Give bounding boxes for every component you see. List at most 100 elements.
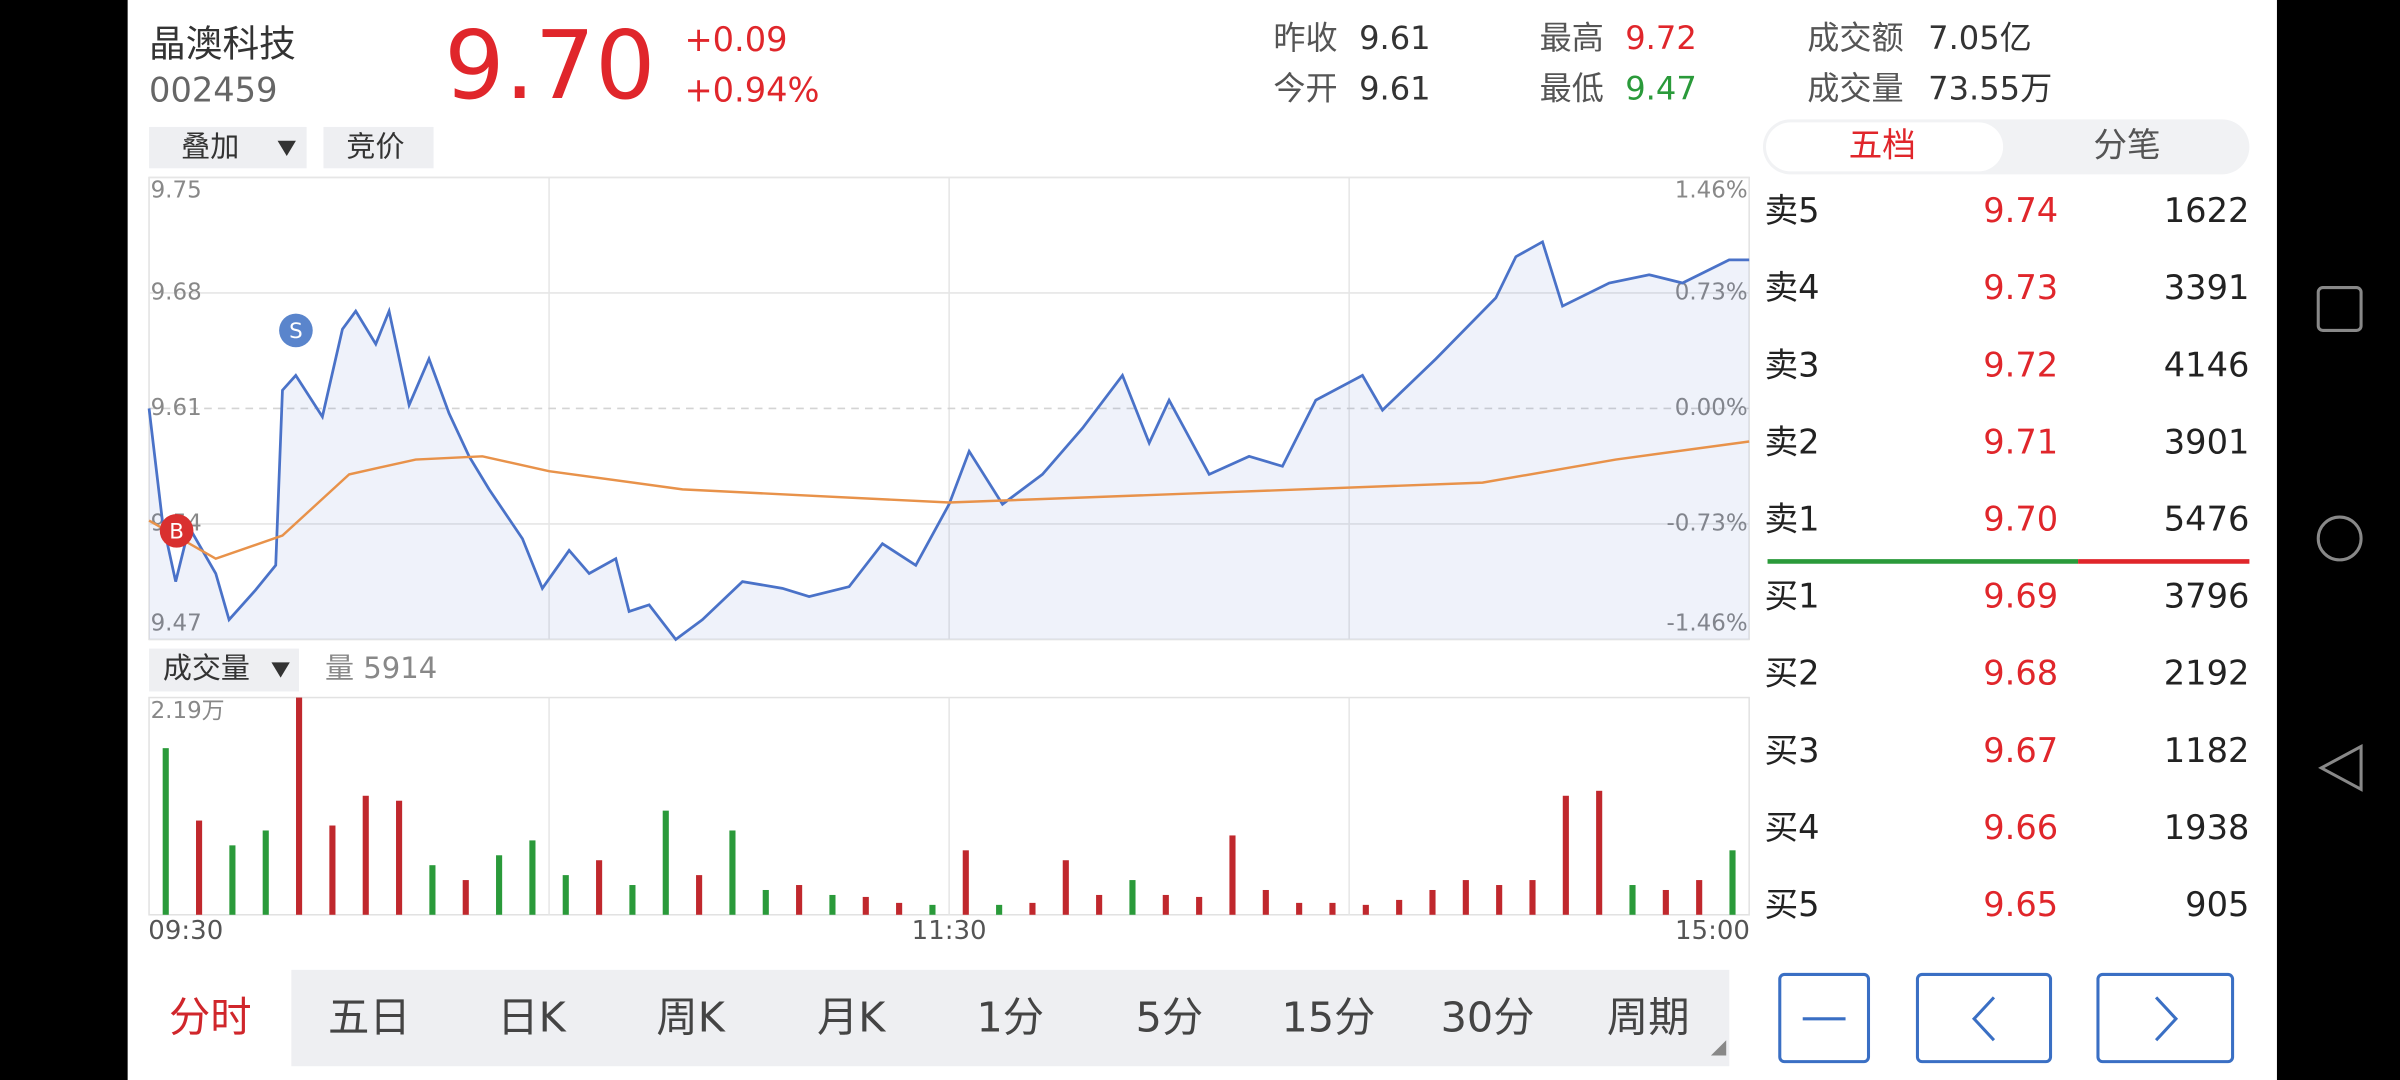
next-icon: [2154, 996, 2179, 1042]
book-side: 买3: [1764, 731, 1819, 770]
volume-bar: [296, 697, 303, 915]
book-price: 9.73: [1983, 268, 2058, 307]
stat-label: 成交量: [1807, 69, 1903, 107]
stat-label: 今开: [1273, 69, 1337, 107]
price: 9.70: [444, 11, 655, 121]
volume-bar: [1629, 885, 1636, 915]
volume-bar: [996, 904, 1003, 915]
volume-bar: [1196, 896, 1203, 915]
book-volume: 905: [2185, 885, 2249, 924]
x-tick-label: 11:30: [912, 916, 987, 946]
trade-mark: B: [169, 519, 184, 544]
book-volume: 3391: [2164, 268, 2250, 307]
volume-now: 量 5914: [325, 651, 437, 685]
book-side: 卖2: [1764, 422, 1819, 461]
volume-bar: [896, 902, 903, 915]
volume-bar: [1562, 795, 1569, 915]
volume-bar: [1162, 894, 1169, 915]
period-tab[interactable]: 5分: [1136, 993, 1204, 1041]
volume-bar: [596, 860, 603, 915]
price-area: [149, 241, 1750, 640]
y-tick-label: 9.75: [151, 178, 202, 204]
book-volume: 4146: [2164, 345, 2250, 384]
y-tick-label: 9.61: [151, 395, 202, 421]
period-tab[interactable]: 周K: [656, 993, 725, 1041]
volume-bar: [196, 820, 203, 915]
stat-label: 昨收: [1273, 19, 1337, 57]
volume-bar: [329, 825, 336, 915]
volume-bar: [1729, 850, 1736, 915]
book-volume: 3796: [2164, 577, 2250, 616]
prev-icon: [1971, 996, 1996, 1042]
book-side: 卖3: [1764, 345, 1819, 384]
period-tab[interactable]: 1分: [977, 993, 1045, 1041]
period-tab[interactable]: 15分: [1282, 993, 1376, 1041]
book-side: 买5: [1764, 885, 1819, 924]
period-tab[interactable]: 日K: [497, 993, 566, 1041]
corner-mark: [1710, 1040, 1727, 1056]
stat-value: 9.61: [1359, 19, 1430, 57]
volume-bar: [1062, 860, 1069, 915]
book-volume: 1938: [2164, 808, 2250, 847]
nav-home[interactable]: [2316, 515, 2363, 562]
y2-tick-label: 1.46%: [1675, 178, 1748, 204]
x-tick-label: 09:30: [148, 916, 223, 946]
y2-tick-label: -1.46%: [1666, 611, 1747, 637]
volume-bar: [1296, 902, 1303, 915]
book-side: 买4: [1764, 808, 1819, 847]
book-price: 9.68: [1983, 654, 2058, 693]
volume-bar: [629, 885, 636, 915]
volume-bar: [729, 830, 736, 915]
overlay-button[interactable]: [149, 126, 307, 169]
volume-bar: [362, 795, 369, 915]
book-side: 买2: [1764, 654, 1819, 693]
overlay-label: 叠加: [181, 129, 239, 163]
volume-bar: [462, 880, 469, 915]
book-tab-active: [1766, 122, 2004, 172]
book-price: 9.69: [1983, 577, 2058, 616]
change-pct: +0.94%: [684, 70, 819, 109]
period-tab[interactable]: 30分: [1441, 993, 1535, 1041]
nav-back[interactable]: [2318, 743, 2363, 792]
period-bar: [291, 969, 1730, 1067]
auction-button[interactable]: [323, 126, 434, 169]
stat-label: 最高: [1540, 19, 1604, 57]
volume-bar: [1596, 790, 1603, 915]
volume-bar: [1229, 835, 1236, 915]
book-price: 9.66: [1983, 808, 2058, 847]
volume-bar: [529, 840, 536, 915]
volume-bar: [1362, 904, 1369, 915]
y-tick-label: 9.47: [151, 611, 202, 637]
period-tab[interactable]: 月K: [817, 993, 886, 1041]
period-tab[interactable]: 周期: [1607, 993, 1690, 1041]
stat-value: 9.61: [1359, 69, 1430, 107]
next-button[interactable]: [2096, 972, 2235, 1064]
minus-button[interactable]: [1778, 972, 1871, 1064]
volume-bar: [429, 865, 436, 915]
volume-bar: [1662, 889, 1669, 915]
period-tab[interactable]: 五日: [328, 993, 411, 1041]
stat-value: 73.55万: [1928, 69, 2052, 107]
volume-bar: [1496, 885, 1503, 915]
trade-mark-badge: [159, 513, 194, 548]
volume-bar: [1529, 880, 1536, 915]
book-tab: 五档: [1849, 125, 1916, 164]
dropdown-arrow: [277, 140, 296, 157]
volume-bar: [829, 894, 836, 915]
period-tabs: 分时 五日 日K 周K 月K 1分 5分 15分 30分 周期: [169, 993, 1690, 1041]
volume-bar: [862, 896, 869, 915]
y2-tick-label: 0.00%: [1675, 395, 1748, 421]
nav-recent[interactable]: [2316, 286, 2363, 332]
book-side: 卖4: [1764, 268, 1819, 307]
period-tab[interactable]: 分时: [169, 993, 252, 1041]
volume-bar: [229, 845, 236, 915]
volume-menu[interactable]: [149, 648, 299, 692]
stat-label: 成交额: [1807, 19, 1903, 57]
volume-menu-label: 成交量: [163, 651, 250, 685]
volume-bar: [1429, 889, 1436, 915]
avg-line: [148, 440, 1750, 561]
prev-button[interactable]: [1915, 972, 2053, 1064]
